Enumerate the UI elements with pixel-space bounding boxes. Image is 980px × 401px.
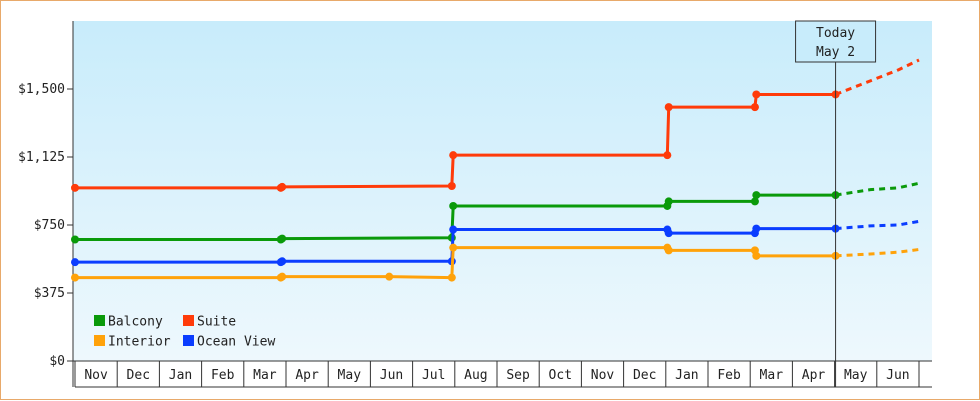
- data-point: [664, 246, 673, 255]
- data-point: [278, 182, 287, 191]
- legend-swatch: [183, 335, 194, 346]
- legend-swatch: [94, 315, 105, 326]
- data-point: [752, 224, 761, 233]
- month-label: Dec: [633, 368, 656, 383]
- data-point: [750, 197, 759, 206]
- month-label: Nov: [591, 368, 615, 383]
- data-point: [752, 90, 761, 99]
- legend-label: Balcony: [108, 315, 163, 330]
- data-point: [664, 103, 673, 112]
- legend-item-suite: Suite: [183, 315, 236, 330]
- month-label: Apr: [295, 368, 319, 383]
- y-tick-label: $375: [34, 286, 65, 301]
- month-label: May: [338, 368, 362, 383]
- month-label: Jun: [380, 368, 403, 383]
- month-label: Sep: [506, 368, 530, 383]
- month-label: Feb: [717, 368, 741, 383]
- month-label: Dec: [127, 368, 150, 383]
- data-point: [278, 257, 287, 266]
- month-label: Jul: [422, 368, 445, 383]
- legend-label: Ocean View: [197, 335, 275, 350]
- data-point: [752, 191, 761, 200]
- month-label: Mar: [253, 368, 277, 383]
- series-forecast-line: [835, 219, 920, 231]
- data-point: [71, 183, 79, 192]
- month-label: Jan: [675, 368, 698, 383]
- series-balcony: [71, 181, 920, 244]
- data-point: [449, 201, 458, 210]
- month-label: Apr: [802, 368, 826, 383]
- today-label: Today: [816, 26, 855, 41]
- data-point: [71, 273, 79, 282]
- month-axis: Nov Dec Jan Feb Mar Apr May Jun Jul Aug Sep Oct Nov D…: [74, 361, 932, 388]
- month-label: Oct: [549, 368, 572, 383]
- data-point: [750, 103, 759, 112]
- series-suite: [71, 58, 920, 192]
- series-ocean-view: [71, 219, 920, 267]
- month-label: May: [844, 368, 868, 383]
- y-tick-label: $1,125: [18, 150, 65, 165]
- legend-item-balcony: Balcony: [94, 315, 163, 330]
- legend: Balcony Suite Interior Ocean View: [94, 315, 275, 350]
- data-point: [278, 272, 287, 281]
- data-point: [71, 258, 79, 267]
- data-point: [449, 151, 458, 160]
- data-point: [447, 182, 456, 191]
- month-label: Nov: [84, 368, 108, 383]
- y-tick-label: $1,500: [18, 82, 65, 97]
- series-layer: [71, 58, 920, 282]
- month-label: Feb: [211, 368, 235, 383]
- data-point: [664, 197, 673, 206]
- series-forecast-line: [835, 58, 920, 96]
- today-marker: Today May 2: [795, 20, 877, 387]
- month-label: Mar: [760, 368, 784, 383]
- plot-background: [73, 21, 932, 361]
- today-date: May 2: [816, 45, 855, 60]
- legend-label: Interior: [108, 335, 171, 350]
- data-point: [449, 243, 458, 252]
- today-box: [795, 20, 877, 63]
- month-label: Jan: [169, 368, 192, 383]
- data-point: [752, 251, 761, 260]
- legend-item-ocean-view: Ocean View: [183, 335, 275, 350]
- data-point: [449, 225, 458, 234]
- y-axis: $0 $375 $750 $1,125 $1,500: [18, 21, 932, 387]
- y-tick-label: $0: [49, 354, 65, 369]
- legend-item-interior: Interior: [94, 335, 171, 350]
- series-forecast-line: [835, 247, 920, 258]
- data-point: [71, 235, 79, 244]
- data-point: [278, 234, 287, 243]
- y-tick-label: $750: [34, 218, 65, 233]
- data-point: [664, 229, 673, 238]
- legend-swatch: [94, 335, 105, 346]
- month-label: Jun: [886, 368, 909, 383]
- month-label: Aug: [464, 368, 487, 383]
- legend-swatch: [183, 315, 194, 326]
- data-point: [663, 151, 672, 160]
- data-point: [447, 273, 456, 282]
- series-forecast-line: [835, 181, 920, 197]
- legend-label: Suite: [197, 315, 236, 330]
- data-point: [385, 272, 394, 281]
